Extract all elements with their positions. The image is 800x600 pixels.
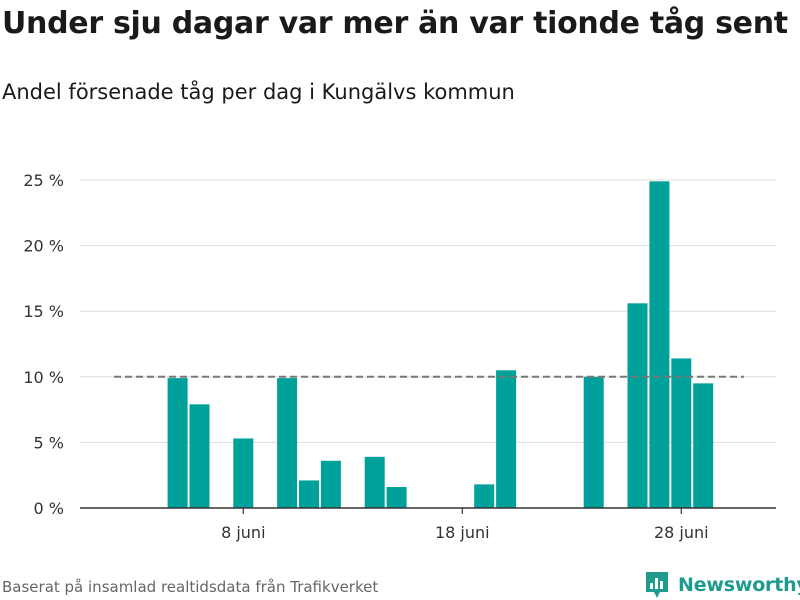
y-tick-label: 20 % xyxy=(23,237,64,256)
bar xyxy=(671,358,692,508)
bar xyxy=(693,383,714,508)
bar xyxy=(189,404,210,508)
bar xyxy=(233,438,254,508)
bar xyxy=(386,487,407,508)
bar xyxy=(299,480,319,508)
bar xyxy=(277,378,298,508)
bar xyxy=(649,181,670,508)
y-tick-label: 25 % xyxy=(23,171,64,190)
x-tick-label: 18 juni xyxy=(435,523,490,542)
bar xyxy=(167,378,188,508)
chart-title: Under sju dagar var mer än var tionde tå… xyxy=(2,6,788,41)
bar xyxy=(583,376,604,508)
bar xyxy=(627,303,648,508)
bar-chart-icon xyxy=(646,572,668,598)
brand-name: Newsworthy xyxy=(678,574,800,596)
bar xyxy=(320,460,341,508)
chart-subtitle: Andel försenade tåg per dag i Kungälvs k… xyxy=(2,80,515,104)
y-tick-label: 5 % xyxy=(34,433,64,452)
bar xyxy=(364,456,385,508)
bar xyxy=(474,484,495,508)
y-tick-label: 10 % xyxy=(23,368,64,387)
y-tick-label: 15 % xyxy=(23,302,64,321)
y-tick-label: 0 % xyxy=(34,499,64,518)
bar xyxy=(496,370,517,508)
brand-logo: Newsworthy xyxy=(644,570,800,600)
source-note: Baserat på insamlad realtidsdata från Tr… xyxy=(2,578,379,596)
x-tick-label: 8 juni xyxy=(221,523,265,542)
x-tick-label: 28 juni xyxy=(654,523,709,542)
